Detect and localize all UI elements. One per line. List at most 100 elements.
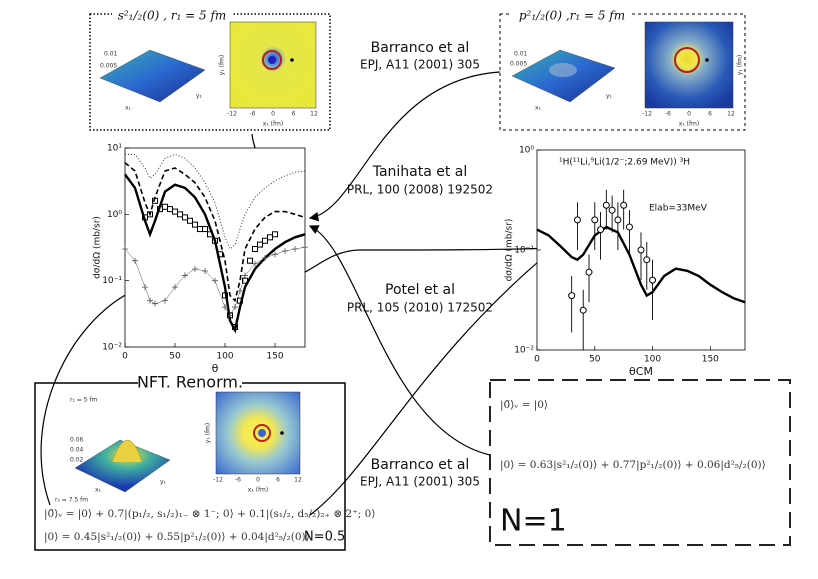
heatmap-y-label: y₁ (fm) (219, 55, 226, 76)
x-tick-label: 0 (534, 355, 540, 365)
plus-marker (132, 257, 138, 264)
heatmap-tick: -6 (665, 111, 671, 118)
title-bg (512, 9, 632, 21)
data-point (192, 221, 198, 228)
curve (536, 225, 746, 304)
heatmap-tick: 0 (687, 111, 691, 118)
surface-plot (99, 49, 206, 103)
data-point (232, 324, 238, 331)
heatmap-tick: 12 (727, 111, 735, 118)
z-tick: 0.01 (514, 51, 528, 58)
plus-marker (192, 265, 198, 272)
inset-title: s²₁/₂(0) , r₁ = 5 fm (118, 9, 227, 23)
x-tick-label: 100 (216, 352, 233, 362)
data-point (237, 297, 243, 304)
surface-x: x₁ (95, 487, 102, 494)
x-tick-label: 150 (702, 355, 719, 365)
heatmap-tick: 12 (310, 111, 318, 118)
heatmap-ticks: -12 -6 0 6 12 (642, 111, 735, 118)
data-point (568, 292, 576, 300)
data-point (602, 201, 610, 209)
plus-marker (242, 272, 248, 279)
plot-frame (124, 147, 306, 348)
data-point (573, 216, 581, 224)
heatmap (644, 21, 734, 109)
plus-marker (122, 246, 128, 253)
data-point (257, 241, 263, 248)
arrow (309, 249, 553, 516)
y-tick-label: 10¹ (107, 144, 122, 154)
plus-marker (272, 251, 278, 258)
heatmap-tick: -12 (642, 111, 652, 118)
equation: |0̃⟩ᵥ = |0⟩ (500, 399, 548, 412)
y-tick-label: 10⁰ (519, 146, 534, 156)
normalization: N=0.5 (304, 530, 345, 545)
x-axis-label: θCM (629, 365, 653, 378)
heatmap-tick: 12 (294, 477, 302, 484)
plus-marker (237, 287, 243, 294)
x-tick-label: 150 (266, 352, 283, 362)
reference-author: Barranco et al (371, 40, 470, 56)
curve (124, 246, 306, 316)
data-point (608, 206, 616, 214)
inset-title: p²₁/₂(0) ,r₁ = 5 fm (519, 9, 625, 23)
heatmap (229, 21, 317, 109)
surface-y: y₁ (160, 479, 167, 486)
reference-journal: EPJ, A11 (2001) 305 (360, 58, 480, 72)
z-tick: 0.04 (70, 447, 84, 454)
data-point (242, 277, 248, 284)
heatmap-core (268, 56, 276, 64)
y-tick-label: 10⁻² (514, 346, 534, 356)
heatmap-tick: 0 (256, 477, 260, 484)
surface-y: y₁ (606, 93, 613, 100)
surface-bump (549, 63, 577, 77)
y-axis-label: dσ/dΩ (mb/sr) (93, 216, 103, 279)
reference-journal: PRL, 100 (2008) 192502 (347, 183, 493, 197)
plus-marker (262, 254, 268, 261)
surface-y: y₁ (196, 93, 203, 100)
reference-journal: PRL, 105 (2010) 172502 (347, 301, 493, 315)
heatmap-tick: -12 (213, 477, 223, 484)
data-point (227, 312, 233, 319)
plus-marker (292, 246, 298, 253)
equation: |0⟩ = 0.63|s²₁/₂(0)⟩ + 0.77|p²₁/₂(0)⟩ + … (500, 459, 766, 472)
charts: 0 50 100 150 10⁻² 10⁻¹ 10⁰ 10¹ θ dσ/dΩ (mb/sr) 0 50… (93, 144, 746, 378)
data-point (267, 234, 273, 241)
data-point (591, 216, 599, 224)
title-bg (138, 374, 242, 392)
plus-marker (182, 272, 188, 279)
surface-plot (74, 439, 171, 493)
arrow (308, 225, 491, 456)
x-axis-label: θ (212, 362, 219, 375)
position-dot (280, 431, 284, 435)
x-tick-label: 50 (169, 352, 181, 362)
data-point (579, 306, 587, 314)
radius-label: r₂ = 7.5 fm (55, 497, 88, 504)
z-tick: 0.005 (100, 63, 117, 70)
data-point (649, 276, 657, 284)
radius-ring (674, 47, 700, 73)
heatmap-x-label: x₁ (fm) (679, 121, 700, 128)
z-tick: 0.01 (104, 51, 118, 58)
heatmap-tick: 6 (292, 111, 296, 118)
plus-marker (302, 244, 308, 251)
plus-marker (142, 284, 148, 291)
curve (124, 162, 306, 303)
heatmap-x-label: x₁ (fm) (263, 121, 284, 128)
plus-marker (232, 304, 238, 311)
plus-marker (222, 304, 228, 311)
arrow (40, 289, 137, 506)
x-tick-label: 100 (644, 355, 661, 365)
data-point (252, 246, 258, 253)
data-point (222, 292, 228, 299)
plus-marker (212, 277, 218, 284)
position-dot (290, 58, 294, 62)
position-dot (705, 58, 709, 62)
heatmap-tick: 6 (276, 477, 280, 484)
data-point (202, 226, 208, 233)
heatmap-ticks: -12 -6 0 6 12 (227, 111, 318, 118)
data-point (620, 201, 628, 209)
annotation: ¹H(¹¹Li,⁹Li(1/2⁻;2.69 MeV)) ³H (559, 158, 690, 168)
y-tick-label: 10⁻² (102, 343, 122, 353)
